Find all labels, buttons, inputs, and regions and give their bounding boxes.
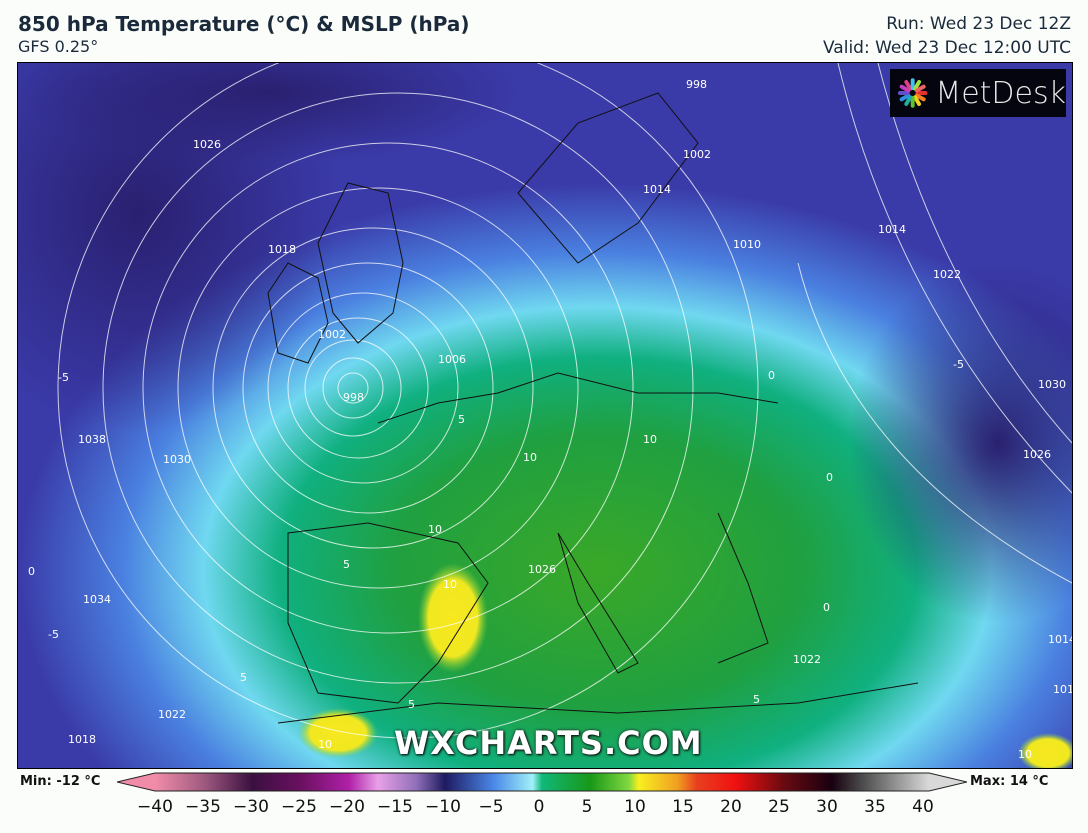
temperature-label: 5 [408, 698, 415, 711]
colorbar-tick-label: −5 [478, 797, 504, 817]
isobar-label: 1030 [163, 453, 191, 466]
temperature-label: 0 [28, 565, 35, 578]
temperature-label: 0 [826, 471, 833, 484]
isobar-label: 998 [686, 78, 707, 91]
isobar-label: 1014 [1053, 683, 1072, 696]
weather-map[interactable]: 1026 1018 1002 998 1006 1030 1038 1034 1022 1018 1… [17, 62, 1073, 769]
colorbar-tick-label: 0 [533, 797, 545, 817]
watermark: WXCHARTS.COM [394, 724, 703, 762]
colorbar-tick-label: −15 [377, 797, 413, 817]
colorbar-tick-label: 30 [816, 797, 838, 817]
temperature-field: 1026 1018 1002 998 1006 1030 1038 1034 1022 1018 1… [18, 63, 1072, 768]
colorbar-tick-label: −30 [233, 797, 269, 817]
temperature-label: 5 [458, 413, 465, 426]
colorbar-tick-label: 20 [720, 797, 742, 817]
isobar-label: 1014 [643, 183, 671, 196]
temperature-label: -5 [48, 628, 59, 641]
valid-time: Valid: Wed 23 Dec 12:00 UTC [823, 38, 1071, 58]
isobar-label: 1026 [528, 563, 556, 576]
metdesk-logo: MetDesk [890, 69, 1066, 117]
temperature-label: 5 [343, 558, 350, 571]
colorbar-tick-label: 5 [581, 797, 593, 817]
chart-title: 850 hPa Temperature (°C) & MSLP (hPa) [18, 12, 470, 36]
colorbar-tick-label: −40 [137, 797, 173, 817]
colorbar-tick-label: −25 [281, 797, 317, 817]
colorbar-tick-label: 15 [672, 797, 694, 817]
logo-text: MetDesk [935, 75, 1066, 111]
colorbar [117, 772, 967, 792]
temperature-label: 10 [1018, 748, 1032, 761]
isobar-label: 1022 [793, 653, 821, 666]
colorbar-tick-label: −10 [425, 797, 461, 817]
temperature-label: 10 [643, 433, 657, 446]
isobar-label: 1030 [1038, 378, 1066, 391]
isobar-label: 1002 [683, 148, 711, 161]
colorbar-tick-label: 10 [624, 797, 646, 817]
temperature-label: -5 [58, 371, 69, 384]
isobar-label: 1038 [78, 433, 106, 446]
isobar-labels: 1026 1018 1002 998 1006 1030 1038 1034 1022 1018 1… [68, 78, 1072, 746]
model-label: GFS 0.25° [18, 37, 99, 56]
cold-area-east [848, 263, 1072, 623]
temperature-label: 10 [428, 523, 442, 536]
coastlines [267, 92, 919, 724]
isobar-label: 1022 [933, 268, 961, 281]
temperature-label: -5 [953, 358, 964, 371]
temperature-label: 10 [443, 578, 457, 591]
legend-max: Max: 14 °C [970, 774, 1049, 789]
isobar-label: 1022 [158, 708, 186, 721]
isobar-label: 1010 [733, 238, 761, 251]
temperature-label: 5 [753, 693, 760, 706]
temperature-label: 10 [318, 738, 332, 751]
warm-area-morocco [298, 708, 378, 758]
cold-area-north [18, 63, 518, 163]
colorbar-tick-label: −20 [329, 797, 365, 817]
colorbar-tick-label: 25 [768, 797, 790, 817]
isobar-label: 1006 [438, 353, 466, 366]
temperature-label: 0 [768, 369, 775, 382]
warm-area-east [1018, 733, 1072, 768]
isobar-label: 1014 [1048, 633, 1072, 646]
isobar-label: 1018 [68, 733, 96, 746]
temperature-label: 5 [240, 671, 247, 684]
warm-area-spain [418, 563, 488, 673]
isobar-label: 1026 [193, 138, 221, 151]
colorbar-tick-label: 35 [864, 797, 886, 817]
isobar-label: 1034 [83, 593, 111, 606]
isobar-label: 1026 [1023, 448, 1051, 461]
isobar-label: 1002 [318, 328, 346, 341]
isobar-label: 998 [343, 391, 364, 404]
legend-min: Min: -12 °C [20, 774, 101, 789]
isobars [57, 63, 1072, 739]
run-time: Run: Wed 23 Dec 12Z [886, 14, 1071, 34]
isobar-label: 1018 [268, 243, 296, 256]
temperature-label: 10 [523, 451, 537, 464]
temperature-labels: -5 -5 5 10 10 10 10 10 5 5 0 0 0 -5 5 5 10 0 [28, 358, 1032, 761]
isobar-label: 1014 [878, 223, 906, 236]
temperature-label: 0 [823, 601, 830, 614]
metdesk-flower-icon [897, 78, 928, 108]
colorbar-tick-label: 40 [912, 797, 934, 817]
colorbar-tick-label: −35 [185, 797, 221, 817]
colorbar-scale [117, 772, 967, 792]
